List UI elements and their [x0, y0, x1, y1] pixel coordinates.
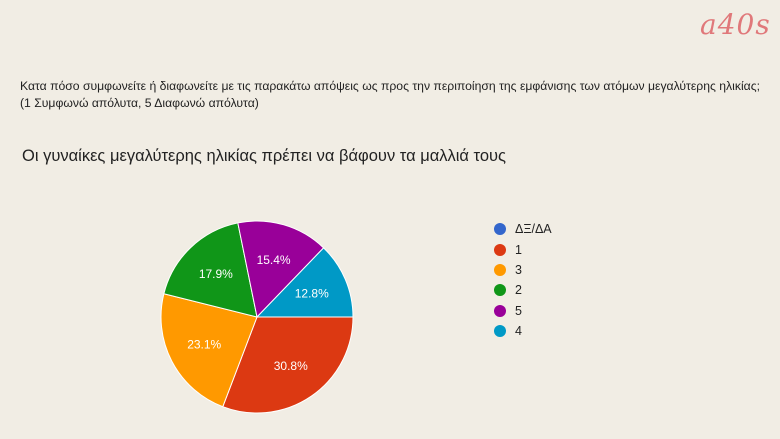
legend-dot-icon [494, 223, 506, 236]
legend-item-2: 2 [494, 280, 552, 300]
survey-question: Κατα πόσο συμφωνείτε ή διαφωνείτε με τις… [20, 79, 760, 110]
legend-label: 2 [515, 283, 522, 298]
legend-item-3: 3 [494, 260, 552, 280]
legend-dot-icon [494, 284, 506, 297]
pie-label-5: 15.4% [257, 253, 291, 267]
legend-label: 4 [515, 324, 522, 339]
pie-label-2: 17.9% [199, 267, 233, 281]
legend-label: 5 [515, 303, 522, 318]
legend-item-1: 1 [494, 239, 552, 259]
legend-item-5: 5 [494, 301, 552, 321]
legend-label: 1 [515, 242, 522, 257]
pie-label-4: 12.8% [295, 287, 329, 301]
pie-slice-3 [160, 293, 258, 408]
legend-dot-icon [494, 263, 506, 276]
pie-slice-1 [222, 316, 354, 414]
legend-label: ΔΞ/ΔΑ [515, 222, 552, 237]
pie-label-3: 23.1% [187, 338, 221, 352]
pie-slice-2 [163, 222, 258, 318]
pie-label-1: 30.8% [274, 359, 308, 373]
legend-item-ΔΞ/ΔΑ: ΔΞ/ΔΑ [494, 219, 552, 239]
legend-dot-icon [494, 243, 506, 256]
legend-dot-icon [494, 325, 506, 338]
chart-title: Οι γυναίκες μεγαλύτερης ηλικίας πρέπει ν… [22, 147, 506, 165]
brand-logo: a40s [700, 8, 771, 41]
pie-slice-4 [255, 247, 354, 318]
pie-slice-5 [237, 220, 325, 319]
chart-legend: ΔΞ/ΔΑ 1 3 2 5 4 [494, 219, 552, 341]
legend-item-4: 4 [494, 321, 552, 341]
legend-dot-icon [494, 304, 506, 317]
legend-label: 3 [515, 262, 522, 277]
